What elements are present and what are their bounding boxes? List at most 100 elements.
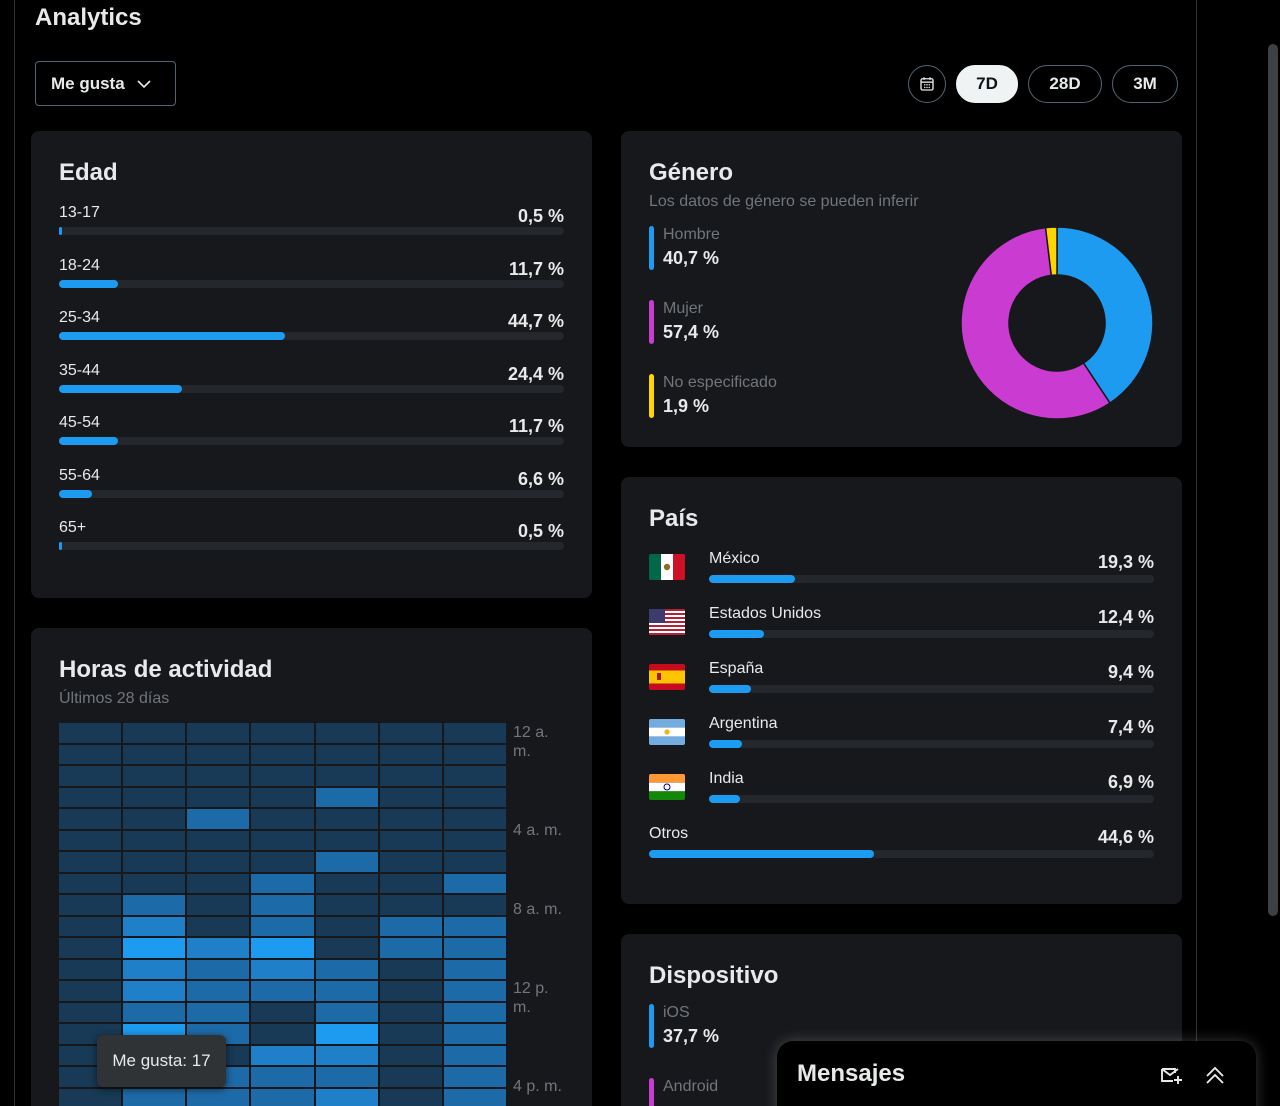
- heatmap-cell[interactable]: [251, 1024, 314, 1044]
- heatmap-cell[interactable]: [443, 1002, 506, 1022]
- heatmap-cell[interactable]: [379, 873, 442, 893]
- heatmap-cell[interactable]: [443, 852, 506, 872]
- heatmap-cell[interactable]: [59, 744, 122, 764]
- heatmap-cell[interactable]: [187, 809, 250, 829]
- heatmap-cell[interactable]: [187, 787, 250, 807]
- heatmap-cell[interactable]: [379, 981, 442, 1001]
- heatmap-cell[interactable]: [379, 787, 442, 807]
- donut-slice[interactable]: [1056, 226, 1154, 405]
- heatmap-cell[interactable]: [251, 873, 314, 893]
- heatmap-cell[interactable]: [443, 938, 506, 958]
- heatmap-cell[interactable]: [315, 938, 378, 958]
- heatmap-cell[interactable]: [379, 938, 442, 958]
- heatmap-cell[interactable]: [379, 1067, 442, 1087]
- heatmap-cell[interactable]: [443, 1045, 506, 1065]
- range-3m-button[interactable]: 3M: [1112, 65, 1178, 103]
- heatmap-cell[interactable]: [59, 873, 122, 893]
- heatmap-cell[interactable]: [379, 1002, 442, 1022]
- heatmap-cell[interactable]: [59, 766, 122, 786]
- heatmap-cell[interactable]: [251, 830, 314, 850]
- heatmap-cell[interactable]: [443, 959, 506, 979]
- heatmap-cell[interactable]: [251, 938, 314, 958]
- heatmap-cell[interactable]: [443, 766, 506, 786]
- heatmap-cell[interactable]: [251, 787, 314, 807]
- heatmap-cell[interactable]: [123, 809, 186, 829]
- expand-messages-button[interactable]: [1201, 1061, 1229, 1089]
- heatmap-cell[interactable]: [123, 744, 186, 764]
- heatmap-cell[interactable]: [123, 916, 186, 936]
- donut-slice[interactable]: [1044, 226, 1058, 277]
- heatmap-cell[interactable]: [187, 916, 250, 936]
- heatmap-cell[interactable]: [443, 744, 506, 764]
- range-7d-button[interactable]: 7D: [956, 65, 1018, 103]
- heatmap-cell[interactable]: [251, 809, 314, 829]
- donut-slice[interactable]: [960, 226, 1111, 420]
- heatmap-cell[interactable]: [59, 1088, 122, 1106]
- heatmap-cell[interactable]: [187, 723, 250, 743]
- heatmap-cell[interactable]: [379, 852, 442, 872]
- heatmap-cell[interactable]: [59, 852, 122, 872]
- heatmap-cell[interactable]: [379, 895, 442, 915]
- heatmap-cell[interactable]: [315, 1045, 378, 1065]
- heatmap-cell[interactable]: [379, 830, 442, 850]
- new-message-button[interactable]: [1157, 1061, 1185, 1089]
- heatmap-cell[interactable]: [59, 959, 122, 979]
- heatmap-cell[interactable]: [443, 873, 506, 893]
- heatmap-cell[interactable]: [123, 873, 186, 893]
- heatmap-cell[interactable]: [379, 1045, 442, 1065]
- heatmap-cell[interactable]: [443, 895, 506, 915]
- heatmap-cell[interactable]: [187, 766, 250, 786]
- heatmap-cell[interactable]: [187, 959, 250, 979]
- heatmap-cell[interactable]: [251, 766, 314, 786]
- heatmap-cell[interactable]: [59, 895, 122, 915]
- heatmap-cell[interactable]: [187, 830, 250, 850]
- heatmap-cell[interactable]: [251, 959, 314, 979]
- heatmap-cell[interactable]: [123, 959, 186, 979]
- heatmap-cell[interactable]: [123, 723, 186, 743]
- heatmap-cell[interactable]: [187, 1088, 250, 1106]
- heatmap-cell[interactable]: [187, 895, 250, 915]
- heatmap-cell[interactable]: [315, 744, 378, 764]
- heatmap-cell[interactable]: [123, 766, 186, 786]
- heatmap-cell[interactable]: [443, 809, 506, 829]
- heatmap-cell[interactable]: [443, 1024, 506, 1044]
- heatmap-cell[interactable]: [379, 744, 442, 764]
- heatmap-cell[interactable]: [59, 938, 122, 958]
- heatmap-cell[interactable]: [251, 723, 314, 743]
- heatmap-cell[interactable]: [315, 723, 378, 743]
- range-28d-button[interactable]: 28D: [1028, 65, 1102, 103]
- heatmap-cell[interactable]: [123, 895, 186, 915]
- heatmap-cell[interactable]: [315, 895, 378, 915]
- heatmap-cell[interactable]: [315, 787, 378, 807]
- heatmap-cell[interactable]: [59, 809, 122, 829]
- heatmap-cell[interactable]: [251, 916, 314, 936]
- heatmap-cell[interactable]: [379, 916, 442, 936]
- heatmap-cell[interactable]: [443, 787, 506, 807]
- heatmap-cell[interactable]: [443, 1067, 506, 1087]
- heatmap-cell[interactable]: [379, 723, 442, 743]
- heatmap-cell[interactable]: [443, 1088, 506, 1106]
- page-scrollbar[interactable]: [1268, 44, 1278, 916]
- metric-select[interactable]: Me gusta: [35, 61, 176, 106]
- heatmap-cell[interactable]: [187, 1002, 250, 1022]
- heatmap-cell[interactable]: [315, 916, 378, 936]
- heatmap-cell[interactable]: [315, 1002, 378, 1022]
- heatmap-cell[interactable]: [123, 787, 186, 807]
- heatmap-cell[interactable]: [251, 744, 314, 764]
- heatmap-cell[interactable]: [315, 959, 378, 979]
- heatmap-cell[interactable]: [59, 1002, 122, 1022]
- heatmap-cell[interactable]: [315, 873, 378, 893]
- heatmap-cell[interactable]: [443, 981, 506, 1001]
- heatmap-cell[interactable]: [187, 981, 250, 1001]
- heatmap-cell[interactable]: [251, 981, 314, 1001]
- heatmap-cell[interactable]: [315, 809, 378, 829]
- heatmap-cell[interactable]: [59, 981, 122, 1001]
- heatmap-cell[interactable]: [315, 766, 378, 786]
- heatmap-cell[interactable]: [187, 938, 250, 958]
- heatmap-cell[interactable]: [251, 1067, 314, 1087]
- messages-drawer[interactable]: Mensajes: [777, 1041, 1256, 1106]
- heatmap-cell[interactable]: [379, 959, 442, 979]
- heatmap-cell[interactable]: [123, 1002, 186, 1022]
- heatmap-cell[interactable]: [315, 830, 378, 850]
- heatmap-cell[interactable]: [123, 1088, 186, 1106]
